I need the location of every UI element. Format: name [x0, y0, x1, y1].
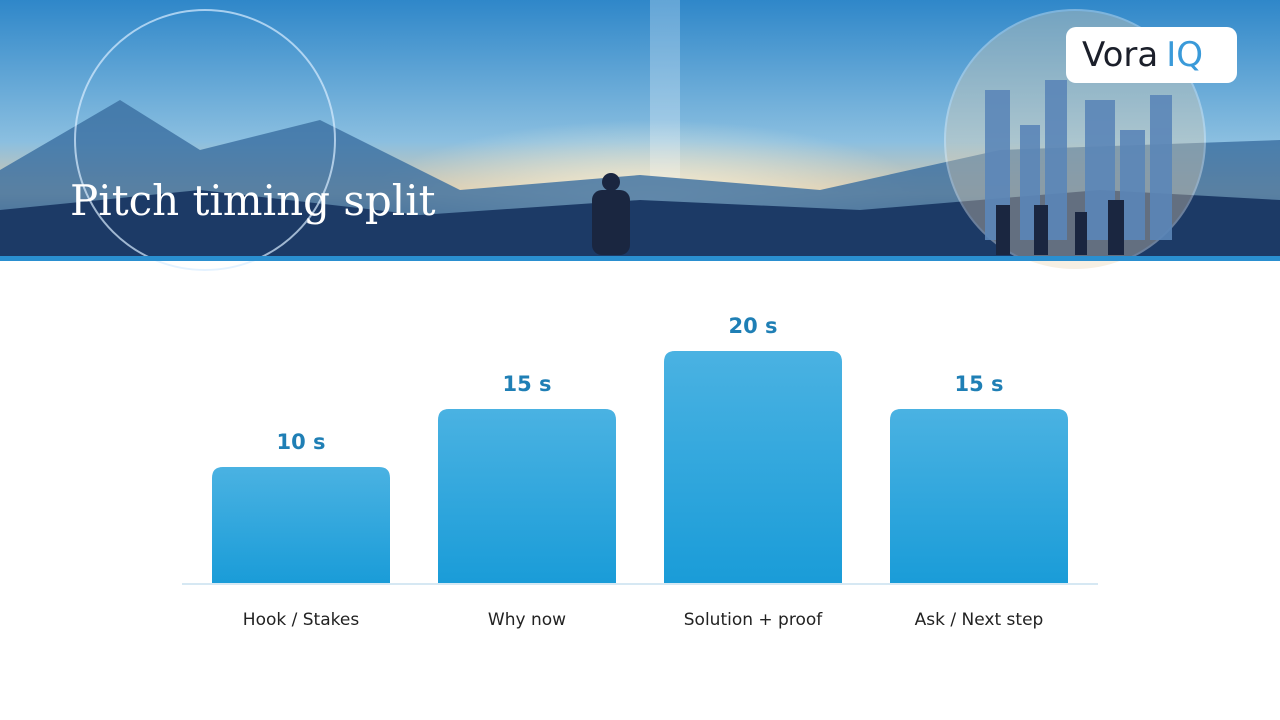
logo-box — [1066, 27, 1237, 83]
value-label: 20 s — [728, 314, 777, 338]
plot: 10 s Hook / Stakes 15 s Why now 20 s Solution… — [212, 314, 1068, 630]
category-label: Hook / Stakes — [243, 610, 360, 630]
bar — [212, 467, 390, 583]
slide-title: Pitch timing split — [70, 176, 436, 225]
logo-suffix: IQ — [1166, 35, 1203, 75]
category-label: Solution + proof — [684, 610, 824, 630]
bar — [438, 409, 616, 583]
category-label: Ask / Next step — [915, 610, 1044, 630]
value-label: 15 s — [502, 372, 551, 396]
banner: Pitch timing split Vora IQ — [0, 0, 1280, 271]
category-label: Why now — [488, 610, 566, 630]
value-label: 15 s — [954, 372, 1003, 396]
value-label: 10 s — [276, 430, 325, 454]
bar — [664, 351, 842, 583]
bar — [890, 409, 1068, 583]
logo-word: Vora — [1082, 35, 1158, 75]
logo: Vora IQ — [1082, 35, 1203, 75]
